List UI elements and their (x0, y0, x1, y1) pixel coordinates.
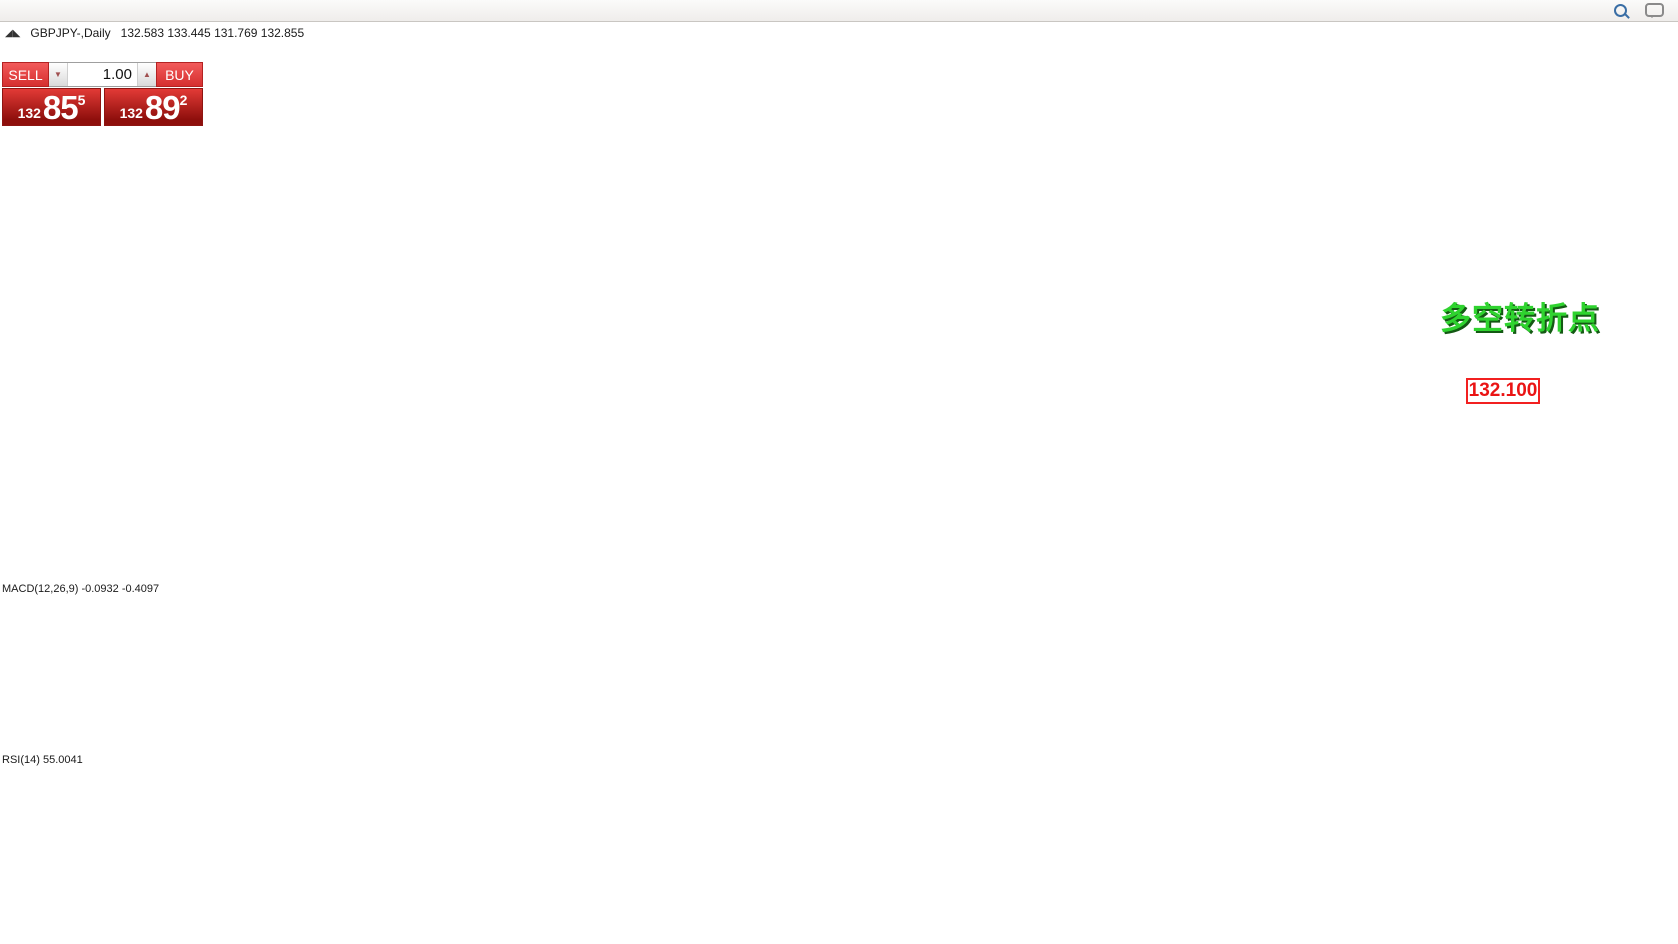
chart-symbol-icon: ◢◣ (5, 27, 21, 39)
sell-button[interactable]: SELL (2, 62, 49, 87)
chart-title-row: ◢◣ GBPJPY-,Daily 132.583 133.445 131.769… (5, 26, 304, 40)
volume-input[interactable] (68, 63, 137, 86)
chat-icon[interactable] (1645, 3, 1664, 18)
sell-price-tile[interactable]: 132 85 5 (2, 88, 101, 126)
buy-price-tile[interactable]: 132 89 2 (104, 88, 203, 126)
chart-symbol-label: GBPJPY-,Daily (30, 26, 111, 40)
turning-point-annotation[interactable]: 多空转折点 (1440, 301, 1600, 336)
volume-up-button[interactable]: ▲ (137, 63, 156, 86)
rsi-indicator-label: RSI(14) 55.0041 (2, 754, 83, 766)
chart-ohlc-values: 132.583 133.445 131.769 132.855 (120, 26, 305, 40)
sell-price-big: 85 (42, 89, 79, 126)
level-132100-box[interactable]: 132.100 (1466, 378, 1540, 404)
sell-price-sup: 5 (77, 92, 86, 108)
toolbar-right (1614, 3, 1664, 18)
macd-indicator-label: MACD(12,26,9) -0.0932 -0.4097 (2, 583, 160, 595)
search-icon[interactable] (1614, 3, 1627, 17)
buy-price-prefix: 132 (119, 105, 143, 121)
sell-price-prefix: 132 (17, 105, 41, 121)
buy-price-big: 89 (144, 89, 181, 126)
volume-stepper: ▼ ▲ (49, 62, 156, 87)
volume-down-button[interactable]: ▼ (49, 63, 68, 86)
buy-button[interactable]: BUY (156, 62, 203, 87)
buy-price-sup: 2 (179, 92, 188, 108)
toolbar (0, 0, 1678, 22)
one-click-trade-panel: SELL ▼ ▲ BUY 132 85 5 132 89 2 (2, 62, 203, 126)
